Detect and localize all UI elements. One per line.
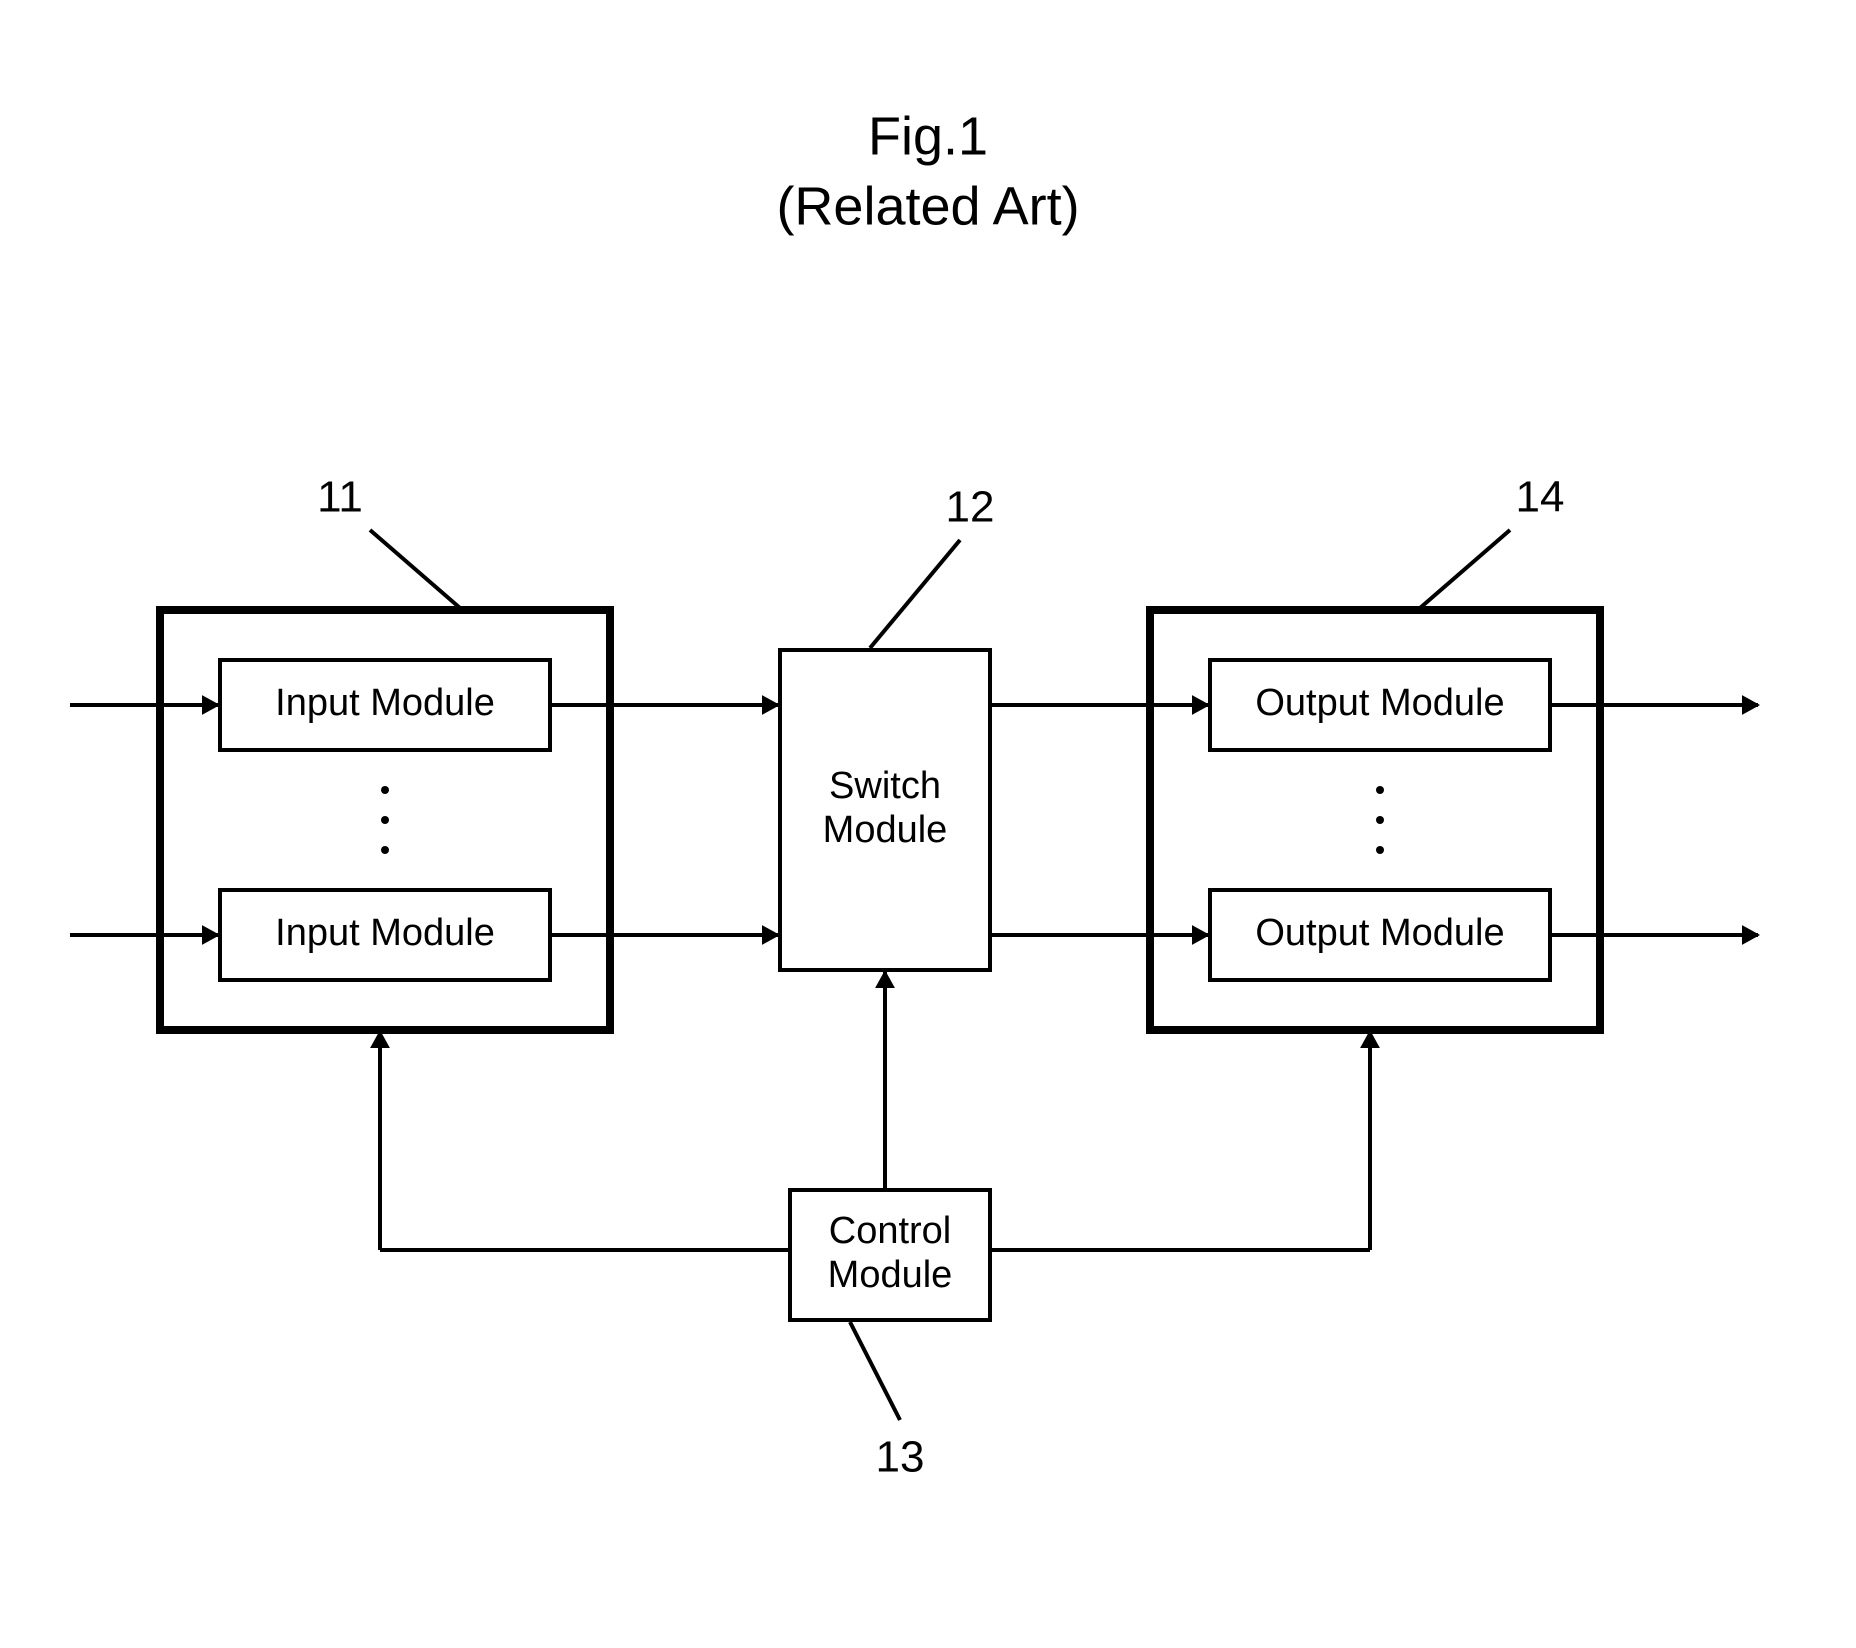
ref-11: 11 bbox=[317, 473, 363, 522]
output-module-2: Output Module bbox=[1255, 912, 1504, 954]
switch-module: Switch bbox=[829, 765, 941, 807]
ref-13: 13 bbox=[876, 1433, 925, 1482]
ref-12: 12 bbox=[946, 483, 995, 532]
ref-14: 14 bbox=[1516, 473, 1565, 522]
switch-module: Module bbox=[823, 809, 948, 851]
output-module-1: Output Module bbox=[1255, 682, 1504, 724]
input-module-1: Input Module bbox=[275, 682, 495, 724]
figure-subtitle: (Related Art) bbox=[776, 176, 1079, 236]
block-diagram: Fig.1 (Related Art) Input Module Input Modu… bbox=[0, 0, 1856, 1648]
control-module: Control bbox=[829, 1210, 952, 1252]
input-module-2: Input Module bbox=[275, 912, 495, 954]
control-module: Module bbox=[828, 1254, 953, 1296]
figure-title: Fig.1 bbox=[868, 106, 988, 166]
